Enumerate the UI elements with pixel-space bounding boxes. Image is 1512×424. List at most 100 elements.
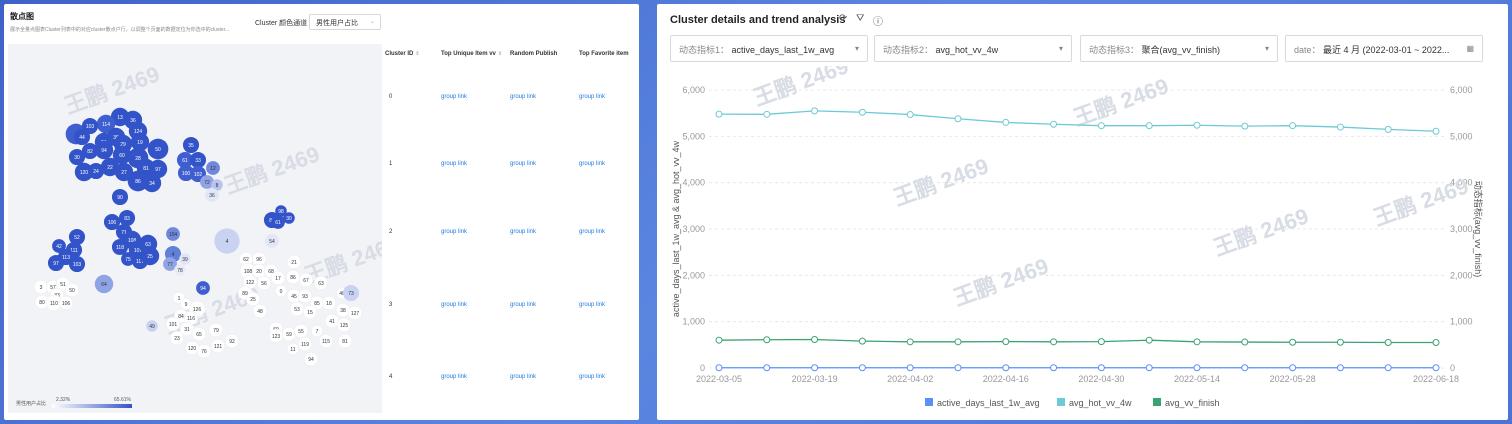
cluster-bubble[interactable]: 81 bbox=[337, 333, 353, 349]
data-point[interactable] bbox=[1050, 364, 1058, 372]
data-point[interactable] bbox=[1097, 364, 1105, 372]
cluster-bubble[interactable]: 119 bbox=[297, 336, 313, 352]
cluster-bubble[interactable]: 36 bbox=[205, 188, 219, 202]
group-link[interactable]: group link bbox=[510, 374, 537, 380]
data-point[interactable] bbox=[1002, 118, 1010, 126]
data-point[interactable] bbox=[906, 111, 914, 119]
data-point[interactable] bbox=[715, 364, 723, 372]
cluster-bubble[interactable]: 94 bbox=[303, 351, 319, 367]
data-point[interactable] bbox=[1384, 125, 1392, 133]
cluster-bubble[interactable]: 41 bbox=[324, 313, 340, 329]
cluster-bubble[interactable]: 97 bbox=[47, 254, 65, 272]
group-link[interactable]: group link bbox=[441, 374, 468, 380]
cluster-bubble[interactable]: 61 bbox=[271, 215, 285, 229]
data-point[interactable] bbox=[954, 115, 962, 123]
metric3-select[interactable]: 动态指标3： 聚合(avg_vv_finish) ▾ bbox=[1080, 35, 1278, 62]
cluster-bubble[interactable]: 115 bbox=[318, 333, 334, 349]
cluster-bubble[interactable]: 82 bbox=[81, 142, 99, 160]
cluster-bubble[interactable]: 92 bbox=[224, 333, 240, 349]
cluster-bubble[interactable]: 30 bbox=[283, 212, 295, 224]
data-point[interactable] bbox=[1336, 123, 1344, 131]
cluster-bubble[interactable]: 90 bbox=[111, 188, 129, 206]
cluster-bubble[interactable]: 104 bbox=[166, 227, 180, 241]
cluster-bubble[interactable]: 59 bbox=[281, 326, 297, 342]
data-point[interactable] bbox=[1432, 364, 1440, 372]
cluster-bubble[interactable]: 23 bbox=[169, 330, 185, 346]
group-link[interactable]: group link bbox=[510, 94, 537, 100]
cluster-bubble[interactable]: 15 bbox=[302, 304, 318, 320]
cluster-bubble[interactable]: 93 bbox=[297, 288, 313, 304]
cluster-bubble[interactable]: 120 bbox=[184, 340, 200, 356]
data-point[interactable] bbox=[1241, 122, 1249, 130]
data-point[interactable] bbox=[763, 110, 771, 118]
cluster-bubble[interactable]: 76 bbox=[196, 343, 212, 359]
cluster-bubble[interactable]: 34 bbox=[142, 173, 162, 193]
filter-icon[interactable]: ⛛ bbox=[856, 13, 865, 24]
cluster-bubble[interactable]: 67 bbox=[298, 272, 314, 288]
cluster-bubble[interactable]: 56 bbox=[256, 275, 272, 291]
cluster-bubble[interactable]: 11 bbox=[287, 343, 299, 355]
cluster-bubble[interactable]: 94 bbox=[196, 281, 210, 295]
data-point[interactable] bbox=[1145, 122, 1153, 130]
cluster-bubble[interactable]: 127 bbox=[347, 305, 363, 321]
cluster-bubble[interactable]: 7 bbox=[311, 325, 323, 337]
data-point[interactable] bbox=[954, 338, 962, 346]
data-point[interactable] bbox=[1193, 364, 1201, 372]
cluster-bubble[interactable]: 42 bbox=[52, 239, 66, 253]
cluster-bubble[interactable]: 25 bbox=[245, 291, 261, 307]
sort-icon[interactable]: ⇕ bbox=[497, 51, 503, 57]
cluster-bubble[interactable]: 72 bbox=[200, 175, 214, 189]
cluster-bubble[interactable]: 31 bbox=[179, 321, 195, 337]
cluster-bubble[interactable]: 75 bbox=[121, 252, 135, 266]
cluster-bubble[interactable]: 0 bbox=[275, 285, 287, 297]
cluster-bubble[interactable]: 25 bbox=[140, 246, 160, 266]
cluster-bubble[interactable]: 27 bbox=[114, 162, 134, 182]
cluster-bubble[interactable]: 94 bbox=[94, 140, 114, 160]
cluster-bubble[interactable]: 121 bbox=[210, 338, 226, 354]
data-point[interactable] bbox=[906, 338, 914, 346]
cluster-bubble[interactable]: 18 bbox=[321, 295, 337, 311]
cluster-bubble[interactable]: 48 bbox=[252, 303, 268, 319]
cluster-bubble[interactable]: 61 bbox=[176, 151, 194, 169]
cluster-bubble[interactable]: 86 bbox=[127, 170, 149, 192]
cluster-bubble[interactable]: 39 bbox=[179, 253, 191, 265]
data-point[interactable] bbox=[1336, 338, 1344, 346]
cluster-bubble[interactable]: 97 bbox=[148, 159, 168, 179]
cluster-bubble[interactable]: 21 bbox=[286, 254, 302, 270]
table-header[interactable]: Top Favorite item bbox=[579, 51, 629, 57]
group-link[interactable]: group link bbox=[510, 161, 537, 167]
cluster-bubble[interactable]: 35 bbox=[182, 136, 200, 154]
legend-gradient[interactable] bbox=[52, 404, 132, 408]
cluster-bubble[interactable]: 78 bbox=[174, 264, 186, 276]
data-point[interactable] bbox=[858, 364, 866, 372]
sort-icon[interactable]: ⇕ bbox=[415, 51, 420, 57]
data-point[interactable] bbox=[1145, 336, 1153, 344]
cluster-bubble[interactable]: 64 bbox=[94, 274, 114, 294]
data-point[interactable] bbox=[1097, 338, 1105, 346]
cluster-bubble[interactable]: 123 bbox=[268, 328, 284, 344]
data-point[interactable] bbox=[811, 107, 819, 115]
data-point[interactable] bbox=[1241, 338, 1249, 346]
data-point[interactable] bbox=[715, 336, 723, 344]
group-link[interactable]: group link bbox=[441, 161, 468, 167]
cluster-bubble[interactable]: 53 bbox=[289, 301, 305, 317]
legend-item[interactable]: avg_hot_vv_4w bbox=[1057, 398, 1132, 408]
cluster-bubble[interactable]: 33 bbox=[189, 151, 207, 169]
cluster-bubble[interactable]: 24 bbox=[87, 162, 105, 180]
cluster-bubble[interactable]: 50 bbox=[64, 282, 80, 298]
data-point[interactable] bbox=[858, 108, 866, 116]
cluster-bubble[interactable]: 77 bbox=[163, 257, 177, 271]
data-point[interactable] bbox=[1193, 338, 1201, 346]
data-point[interactable] bbox=[1050, 120, 1058, 128]
table-header[interactable]: Top Unique Item vv ⇕ bbox=[441, 51, 502, 57]
cluster-bubble[interactable]: 65 bbox=[191, 326, 207, 342]
data-point[interactable] bbox=[1097, 122, 1105, 130]
data-point[interactable] bbox=[906, 364, 914, 372]
cluster-bubble[interactable]: 96 bbox=[251, 251, 267, 267]
data-point[interactable] bbox=[858, 337, 866, 345]
cluster-bubble[interactable]: 30 bbox=[68, 148, 86, 166]
cluster-bubble[interactable]: 4 bbox=[214, 228, 240, 254]
data-point[interactable] bbox=[763, 364, 771, 372]
refresh-icon[interactable]: ⟳ bbox=[839, 13, 848, 24]
